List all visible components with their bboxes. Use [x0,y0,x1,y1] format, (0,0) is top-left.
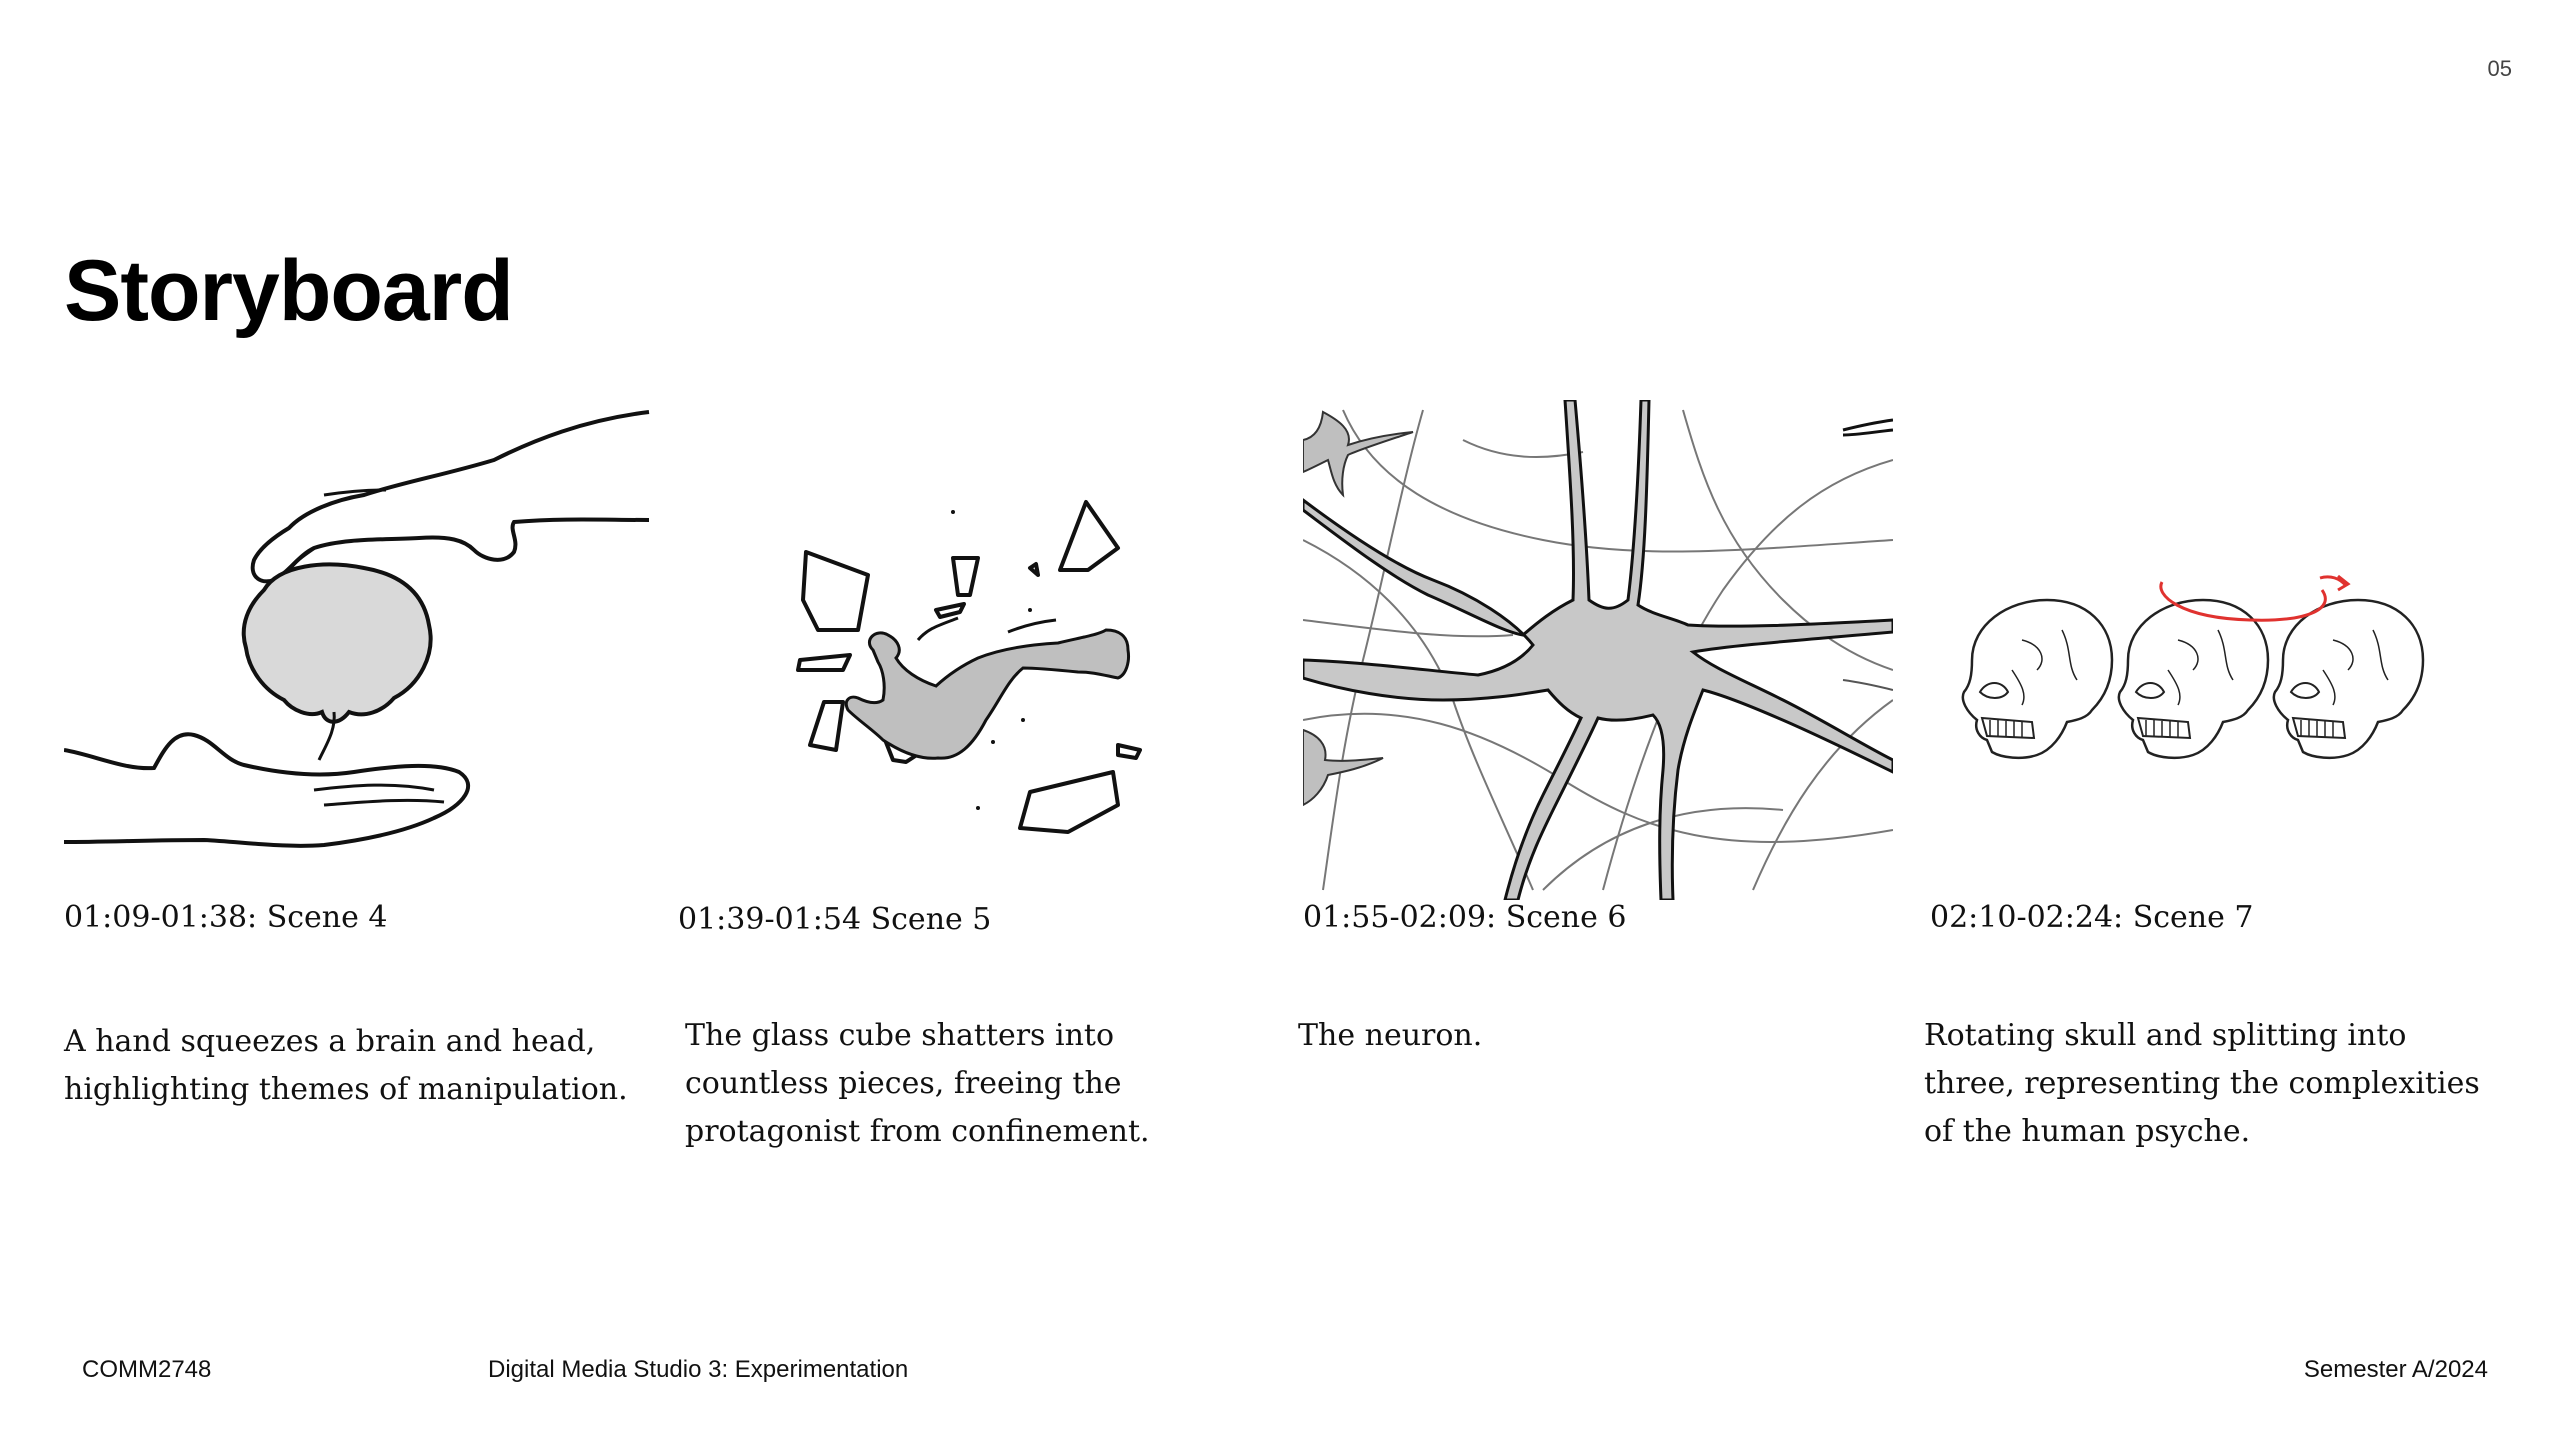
shattering-glass-figure-illustration [678,400,1268,900]
scene-description: The glass cube shatters into countless p… [685,1018,1150,1149]
page-number: 05 [2487,56,2512,81]
scene-description: A hand squeezes a brain and head, highli… [64,1024,628,1107]
footer-course-name: Digital Media Studio 3: Experimentation [488,1356,909,1383]
three-skulls-rotation-illustration [1930,400,2520,900]
page-title: Storyboard [64,243,514,339]
footer-course-code: COMM2748 [82,1356,212,1383]
scene-description: Rotating skull and splitting into three,… [1924,1018,2480,1149]
scene-description: The neuron. [1298,1018,1483,1053]
scene-timecode: 01:39-01:54 Scene 5 [678,902,992,937]
hand-squeezing-brain-illustration [64,400,654,900]
scene-timecode: 02:10-02:24: Scene 7 [1930,900,2254,935]
footer-semester: Semester A/2024 [2303,1356,2488,1383]
scene-timecode: 01:09-01:38: Scene 4 [64,900,388,935]
neuron-illustration [1303,400,1893,900]
scene-timecode: 01:55-02:09: Scene 6 [1303,900,1627,935]
